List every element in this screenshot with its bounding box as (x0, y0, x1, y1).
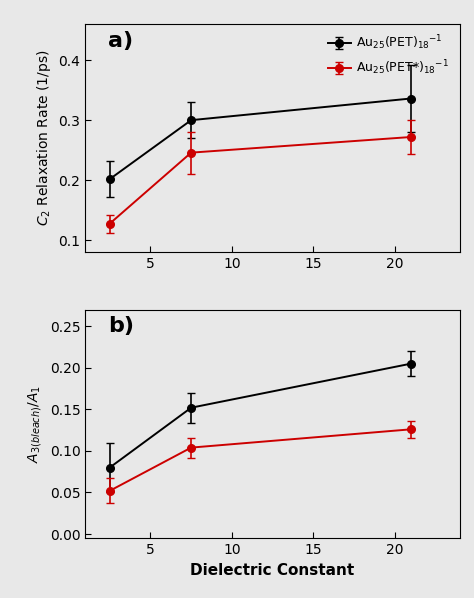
Text: b): b) (108, 316, 134, 337)
Legend: Au$_{25}$(PET)$_{18}$$^{-1}$, Au$_{25}$(PET*)$_{18}$$^{-1}$: Au$_{25}$(PET)$_{18}$$^{-1}$, Au$_{25}$(… (323, 29, 454, 83)
Text: a): a) (108, 30, 133, 51)
Y-axis label: $C_2$ Relaxation Rate (1/ps): $C_2$ Relaxation Rate (1/ps) (35, 50, 53, 227)
Y-axis label: $A_{3(bleach)}/A_1$: $A_{3(bleach)}/A_1$ (26, 385, 44, 463)
X-axis label: Dielectric Constant: Dielectric Constant (191, 563, 355, 578)
